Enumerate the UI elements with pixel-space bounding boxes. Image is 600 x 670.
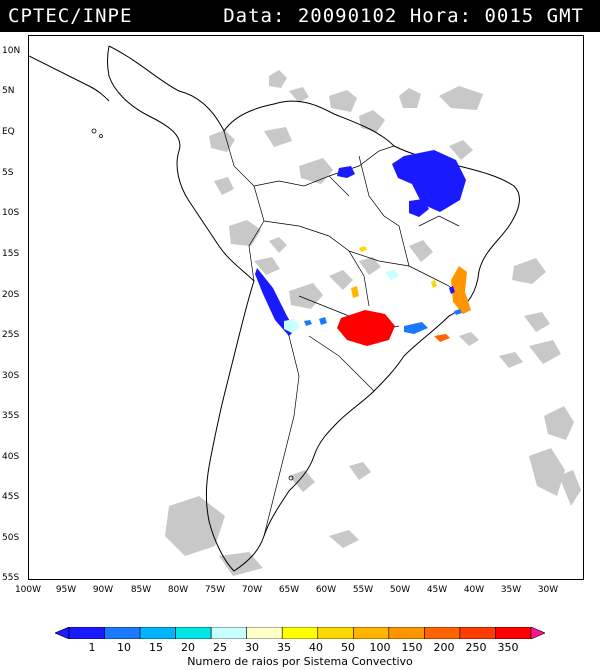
cb-label-20: 20	[181, 641, 195, 654]
hour-label: Hora:	[409, 5, 473, 27]
cb-label-25: 25	[213, 641, 227, 654]
colorbar-cell-5	[210, 627, 247, 639]
colorbar-cell-7	[281, 627, 319, 639]
colorbar-cell-3	[139, 627, 176, 639]
colorbar-cell-11	[424, 627, 461, 639]
colorbar	[55, 627, 545, 639]
colorbar-cell-13	[495, 627, 532, 639]
colorbar-cell-12	[459, 627, 496, 639]
colorbar-cell-4	[175, 627, 212, 639]
colorbar-cell-9	[353, 627, 390, 639]
lon-label-65W: 65W	[278, 585, 300, 595]
islands	[91, 128, 294, 481]
lat-label-20S: 20S	[2, 290, 20, 300]
lat-label-5S: 5S	[2, 168, 14, 178]
colorbar-cell-2	[104, 627, 141, 639]
coastline	[29, 45, 520, 572]
date-time-readout: Data: 20090102 Hora: 0015 GMT	[223, 5, 584, 27]
colorbar-cell-6	[246, 627, 283, 639]
lon-label-95W: 95W	[55, 585, 77, 595]
lon-label-30W: 30W	[537, 585, 559, 595]
lat-label-EQ: EQ	[2, 127, 15, 137]
lat-label-10N: 10N	[2, 46, 21, 56]
cb-label-200: 200	[433, 641, 455, 654]
colorbar-cell-8	[317, 627, 354, 639]
lon-label-90W: 90W	[92, 585, 114, 595]
cb-label-1: 1	[88, 641, 96, 654]
lon-label-60W: 60W	[315, 585, 337, 595]
lat-label-25S: 25S	[2, 330, 20, 340]
lat-label-50S: 50S	[2, 533, 20, 543]
colorbar-cell-1	[68, 627, 105, 639]
lat-label-10S: 10S	[2, 208, 20, 218]
lon-label-75W: 75W	[204, 585, 226, 595]
lat-label-5N: 5N	[2, 86, 15, 96]
colorbar-cell-14	[530, 627, 545, 639]
agency-title: CPTEC/INPE	[8, 5, 133, 27]
lon-label-85W: 85W	[130, 585, 152, 595]
lon-label-55W: 55W	[352, 585, 374, 595]
date-value: 20090102	[297, 5, 398, 27]
lon-label-70W: 70W	[241, 585, 263, 595]
lon-label-45W: 45W	[426, 585, 448, 595]
map-canvas	[29, 45, 581, 576]
cb-label-250: 250	[465, 641, 487, 654]
hour-value: 0015 GMT	[484, 5, 584, 27]
cb-label-50: 50	[341, 641, 355, 654]
lat-label-30S: 30S	[2, 371, 20, 381]
lon-label-40W: 40W	[463, 585, 485, 595]
lon-label-50W: 50W	[389, 585, 411, 595]
lat-label-35S: 35S	[2, 411, 20, 421]
cb-label-35: 35	[277, 641, 291, 654]
date-label: Data:	[223, 5, 286, 27]
cb-label-350: 350	[497, 641, 519, 654]
cb-label-15: 15	[149, 641, 163, 654]
lat-label-55S: 55S	[2, 573, 20, 583]
convective-systems	[255, 150, 471, 346]
lon-label-35W: 35W	[500, 585, 522, 595]
cb-label-40: 40	[309, 641, 323, 654]
colorbar-cell-10	[388, 627, 425, 639]
map-panel	[28, 35, 584, 580]
lat-label-40S: 40S	[2, 452, 20, 462]
lat-label-15S: 15S	[2, 249, 20, 259]
cb-label-10: 10	[117, 641, 131, 654]
lon-label-80W: 80W	[167, 585, 189, 595]
cb-label-30: 30	[245, 641, 259, 654]
lat-label-45S: 45S	[2, 492, 20, 502]
lon-label-100W: 100W	[14, 585, 42, 595]
cb-label-100: 100	[369, 641, 391, 654]
header-bar: CPTEC/INPE Data: 20090102 Hora: 0015 GMT	[0, 0, 600, 32]
cb-label-150: 150	[401, 641, 423, 654]
colorbar-cell-0	[55, 627, 70, 639]
colorbar-title: Numero de raios por Sistema Convectivo	[187, 655, 413, 668]
